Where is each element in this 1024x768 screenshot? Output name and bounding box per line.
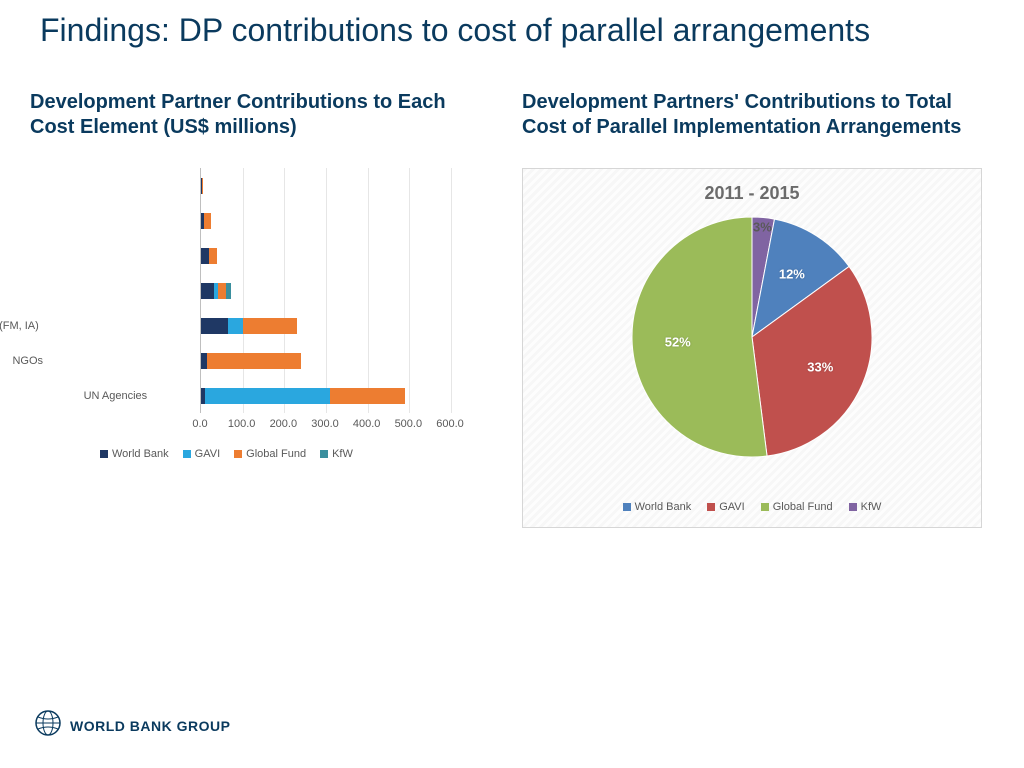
pie-slice-label: 33% xyxy=(807,359,833,374)
bar-chart-xtick-label: 600.0 xyxy=(436,418,464,430)
bar-chart-row: External Audit xyxy=(201,248,217,264)
bar-chart-column: Development Partner Contributions to Eac… xyxy=(30,90,502,528)
bar-chart-gridline xyxy=(284,168,285,413)
bar-chart-gridline xyxy=(409,168,410,413)
pie-slice-label: 3% xyxy=(753,220,772,235)
bar-chart-row: UN Agencies xyxy=(201,388,405,404)
bar-segment xyxy=(207,353,301,369)
legend-swatch xyxy=(183,450,191,458)
bar-chart-legend-item: KfW xyxy=(320,448,353,460)
bar-chart-plot-area: Accounting Software Fiduciary Agent (FA) E… xyxy=(200,168,450,413)
bar-segment xyxy=(202,178,203,194)
bar-segment xyxy=(228,318,243,334)
footer-logo: WORLD BANK GROUP xyxy=(34,709,230,742)
pie-chart-legend-item: World Bank xyxy=(623,501,692,513)
bar-segment xyxy=(201,283,214,299)
bar-chart-legend-item: GAVI xyxy=(183,448,220,460)
bar-segment xyxy=(226,283,231,299)
bar-segment xyxy=(205,388,330,404)
legend-swatch xyxy=(707,503,715,511)
pie-chart-legend-item: Global Fund xyxy=(761,501,833,513)
bar-chart-row: Fiduciary Agent (FA) xyxy=(201,213,211,229)
bar-chart-row: PIU & Consultancy cost (FM, IA) xyxy=(201,318,297,334)
legend-swatch xyxy=(234,450,242,458)
bar-chart-gridline xyxy=(451,168,452,413)
bar-chart-gridline xyxy=(243,168,244,413)
bar-chart-title: Development Partner Contributions to Eac… xyxy=(30,90,502,140)
bar-chart-legend: World Bank GAVI Global Fund KfW xyxy=(100,448,353,460)
bar-chart: Accounting Software Fiduciary Agent (FA) E… xyxy=(30,168,490,488)
legend-swatch xyxy=(100,450,108,458)
bar-segment xyxy=(204,213,210,229)
pie-chart-title: Development Partners' Contributions to T… xyxy=(522,90,994,140)
legend-swatch xyxy=(849,503,857,511)
bar-segment xyxy=(330,388,405,404)
pie-chart-subtitle: 2011 - 2015 xyxy=(523,183,981,204)
bar-segment xyxy=(243,318,297,334)
pie-chart-legend-item: GAVI xyxy=(707,501,744,513)
legend-swatch xyxy=(320,450,328,458)
pie-chart-box: 2011 - 2015 3% 12% 33% 52% World Bank GAVI Gl… xyxy=(522,168,982,528)
bar-chart-xtick-label: 300.0 xyxy=(311,418,339,430)
page-title: Findings: DP contributions to cost of pa… xyxy=(0,0,1024,50)
bar-chart-category-label: NGOs xyxy=(0,355,43,367)
pie-chart-column: Development Partners' Contributions to T… xyxy=(522,90,994,528)
bar-chart-gridline xyxy=(368,168,369,413)
footer-brand-text: WORLD BANK GROUP xyxy=(70,718,230,734)
content-columns: Development Partner Contributions to Eac… xyxy=(0,50,1024,528)
bar-segment xyxy=(209,248,217,264)
pie-slice-label: 12% xyxy=(779,267,805,282)
globe-icon xyxy=(34,709,62,742)
bar-chart-row: NGOs xyxy=(201,353,301,369)
bar-segment xyxy=(218,283,226,299)
pie-slice-label: 52% xyxy=(665,334,691,349)
legend-swatch xyxy=(761,503,769,511)
pie-chart-legend: World Bank GAVI Global Fund KfW xyxy=(523,501,981,513)
bar-chart-category-label: PIU & Consultancy cost (FM, IA) xyxy=(0,320,39,332)
bar-chart-row: Accounting Software xyxy=(201,178,203,194)
bar-chart-xtick-label: 200.0 xyxy=(270,418,298,430)
bar-chart-legend-item: World Bank xyxy=(100,448,169,460)
bar-chart-xtick-label: 0.0 xyxy=(192,418,207,430)
legend-swatch xyxy=(623,503,631,511)
bar-chart-xtick-label: 400.0 xyxy=(353,418,381,430)
bar-chart-gridline xyxy=(326,168,327,413)
bar-chart-xtick-label: 100.0 xyxy=(228,418,256,430)
pie-slice xyxy=(632,217,767,457)
bar-chart-xtick-label: 500.0 xyxy=(395,418,423,430)
pie-chart-legend-item: KfW xyxy=(849,501,882,513)
bar-segment xyxy=(201,248,209,264)
bar-chart-legend-item: Global Fund xyxy=(234,448,306,460)
bar-chart-row: Technical Assistant (TA) xyxy=(201,283,231,299)
bar-chart-category-label: UN Agencies xyxy=(0,390,147,402)
bar-segment xyxy=(201,318,228,334)
